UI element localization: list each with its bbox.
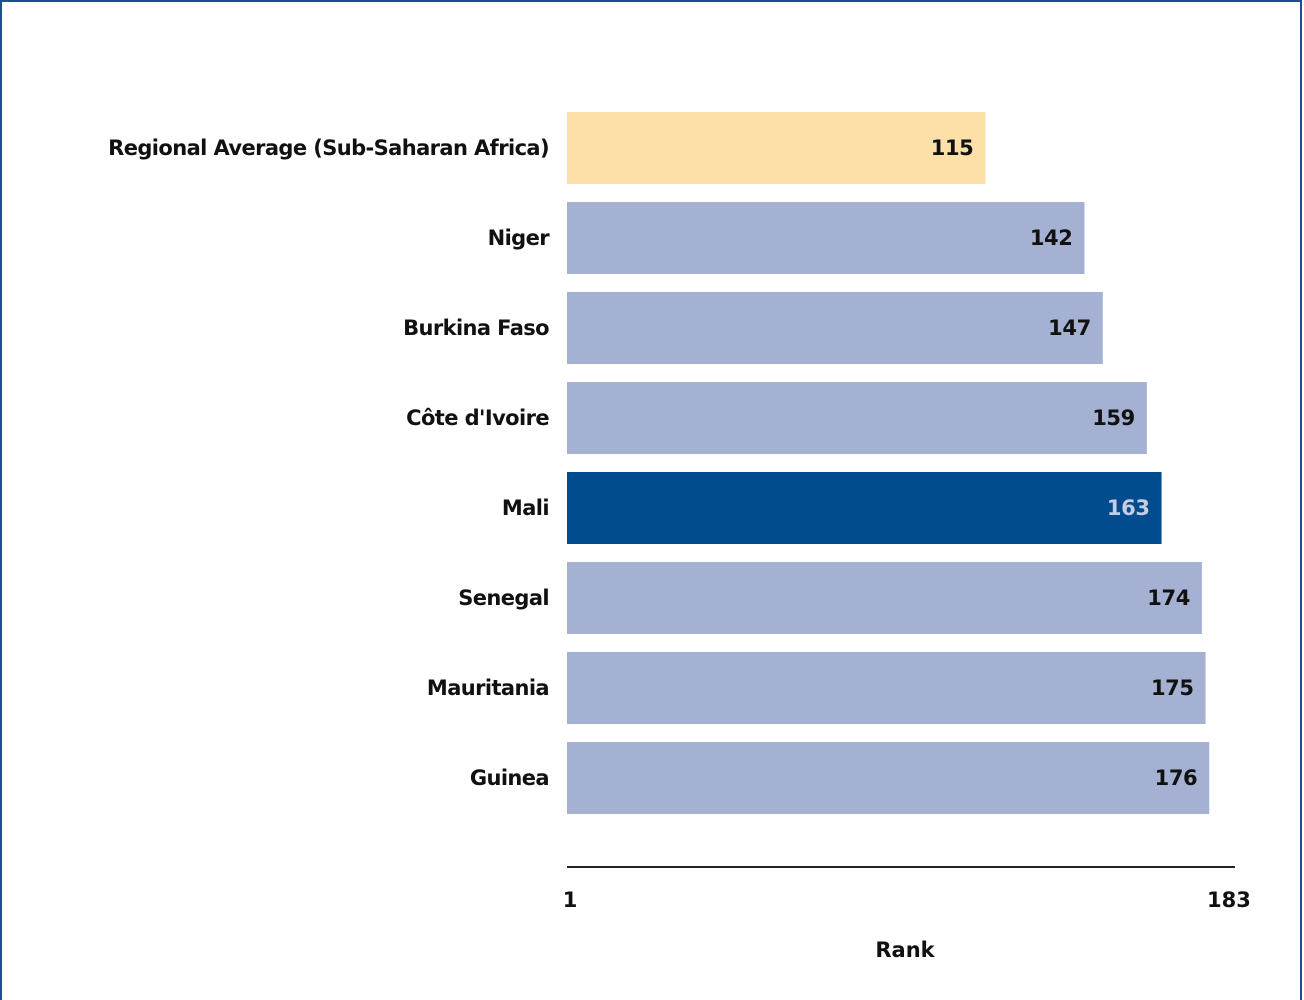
value-label: 142	[1030, 226, 1073, 250]
bar-niger	[567, 202, 1085, 274]
category-label: Niger	[488, 226, 551, 250]
bar-guinea	[567, 742, 1210, 814]
category-label: Mali	[502, 496, 549, 520]
value-labels-group: 115 142 147 159 163 174 175 176	[931, 136, 1198, 790]
value-label: 159	[1092, 406, 1135, 430]
bar-mali	[567, 472, 1162, 544]
category-label: Burkina Faso	[403, 316, 549, 340]
value-label: 174	[1147, 586, 1190, 610]
bar-c-te-d-ivoire	[567, 382, 1147, 454]
value-label: 176	[1155, 766, 1198, 790]
x-tick-label-max: 183	[1207, 888, 1251, 912]
category-label: Mauritania	[427, 676, 549, 700]
value-label: 115	[931, 136, 974, 160]
x-axis-title: Rank	[875, 938, 935, 962]
category-label: Guinea	[470, 766, 549, 790]
category-label: Regional Average (Sub-Saharan Africa)	[108, 136, 549, 160]
bars-group	[567, 112, 1210, 814]
bar-mauritania	[567, 652, 1206, 724]
bar-regional-average-sub-saharan-africa	[567, 112, 986, 184]
value-label: 175	[1151, 676, 1194, 700]
category-label: Côte d'Ivoire	[406, 406, 549, 430]
category-label: Senegal	[458, 586, 549, 610]
value-label: 163	[1107, 496, 1150, 520]
bar-burkina-faso	[567, 292, 1103, 364]
value-label: 147	[1048, 316, 1091, 340]
category-labels-group: Regional Average (Sub-Saharan Africa) Nig…	[108, 136, 551, 790]
bar-senegal	[567, 562, 1202, 634]
x-tick-label-min: 1	[563, 888, 578, 912]
